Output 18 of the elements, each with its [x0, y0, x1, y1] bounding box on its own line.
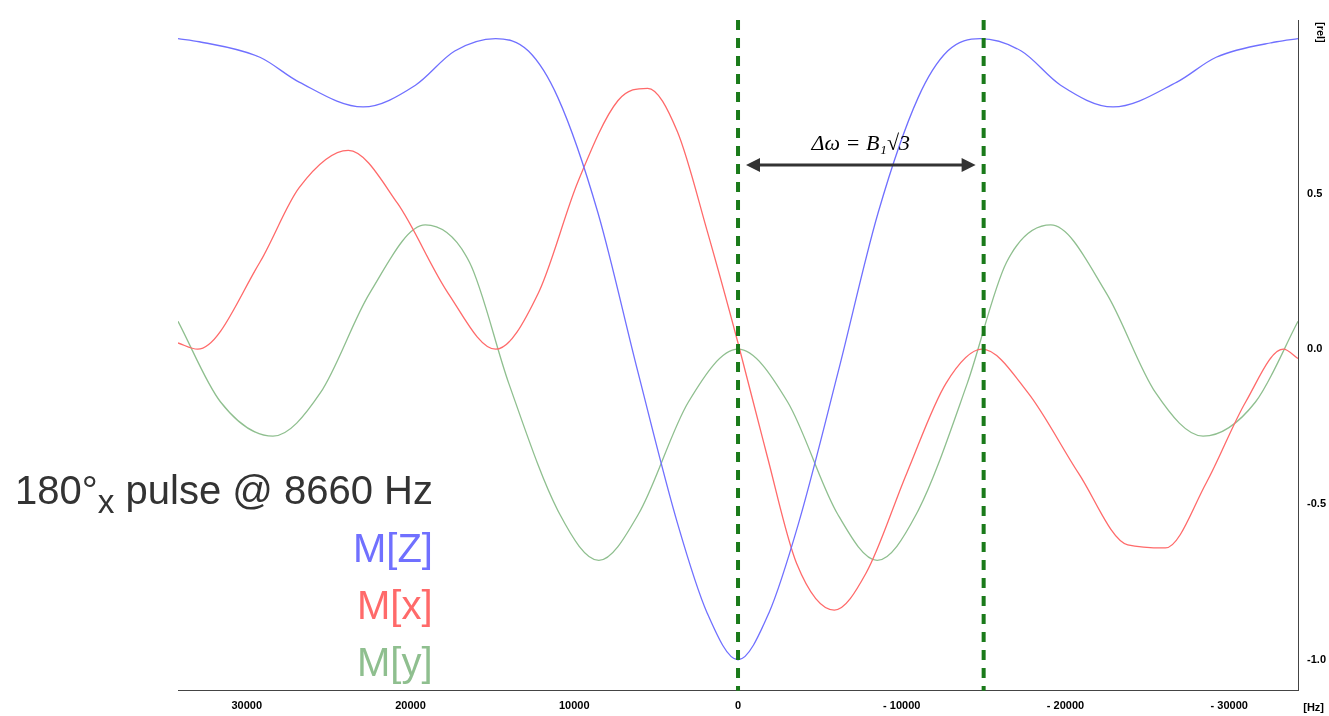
- annotation: Δω = B₁√3: [810, 129, 911, 155]
- x-tick-label: - 10000: [883, 699, 921, 712]
- text: 180°$_{x}$ pulse @ 8660 Hz: [15, 468, 433, 521]
- x-tick-label: 0: [734, 699, 742, 712]
- x-tick-label: 10000: [558, 699, 590, 712]
- y-tick-label: -1.0: [1307, 652, 1327, 665]
- y-tick-label: 0.0: [1307, 342, 1323, 355]
- x-axis-title: [Hz]: [1303, 701, 1325, 714]
- x-tick-label: - 30000: [1210, 699, 1248, 712]
- y-axis-title: [rel]: [1314, 22, 1327, 44]
- x-tick-label: - 20000: [1046, 699, 1085, 712]
- x-tick-label: 20000: [395, 699, 426, 712]
- y-tick-label: -0.5: [1307, 497, 1327, 510]
- y-tick-label: 0.5: [1307, 186, 1323, 199]
- text: M[Z]: [353, 526, 433, 571]
- text: M[y]: [357, 640, 433, 685]
- x-tick-label: 30000: [231, 699, 263, 712]
- text: M[x]: [357, 583, 433, 628]
